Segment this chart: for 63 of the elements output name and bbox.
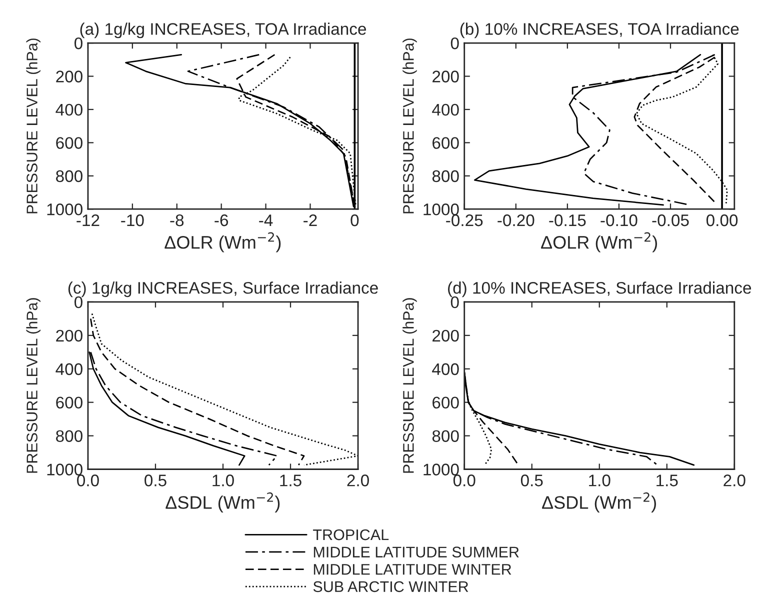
y-tick-label: 0	[450, 296, 459, 308]
y-tick-label: 400	[56, 104, 82, 116]
x-axis-title: ΔSDL (Wm$^{−2}$)	[166, 492, 280, 512]
y-tick-label: 0	[450, 37, 459, 50]
chart-title: (c) 1g/kg INCREASES, Surface Irradiance	[68, 282, 378, 298]
x-axis-title: ΔSDL (Wm$^{−2}$)	[542, 492, 656, 512]
y-tick-label: 400	[432, 363, 459, 376]
x-tick-label: 0.00	[706, 214, 738, 226]
y-tick-label: 400	[432, 104, 459, 116]
x-tick-label: 1.5	[280, 474, 302, 486]
y-tick-label: 600	[56, 396, 82, 409]
y-tick-label: 1000	[47, 464, 82, 476]
x-tick-label: -0.20	[498, 214, 534, 226]
x-tick-label: -0.25	[446, 214, 483, 226]
y-tick-label: 800	[432, 430, 459, 442]
x-tick-label: 0.5	[520, 474, 543, 486]
y-tick-label: 400	[56, 363, 82, 376]
x-tick-label: 2.0	[347, 474, 369, 486]
y-tick-label: 600	[56, 137, 82, 149]
y-tick-label: 600	[432, 137, 459, 149]
y-tick-label: 200	[432, 330, 459, 342]
chart-title: (d) 10% INCREASES, Surface Irradiance	[448, 282, 752, 298]
legend-label: MIDDLE LATITUDE SUMMER	[314, 546, 519, 558]
chart-title: (a) 1g/kg INCREASES, TOA Irradiance	[80, 22, 366, 38]
y-tick-label: 800	[56, 430, 82, 442]
x-tick-label: -12	[76, 214, 100, 226]
y-tick-label: 1000	[424, 204, 459, 216]
y-axis-title: PRESSURE LEVEL (hPa)	[402, 38, 417, 214]
x-tick-label: 2.0	[724, 474, 746, 486]
x-tick-label: 1.5	[656, 474, 678, 486]
x-tick-label: -0.10	[600, 214, 638, 226]
y-axis-title: PRESSURE LEVEL (hPa)	[26, 38, 40, 214]
y-tick-label: 200	[56, 70, 82, 82]
legend-label: TROPICAL	[313, 529, 389, 540]
x-tick-label: 1.0	[212, 474, 234, 486]
x-tick-label: 0.0	[453, 474, 476, 486]
y-tick-label: 1000	[424, 464, 459, 476]
y-tick-label: 200	[56, 330, 82, 342]
y-tick-label: 0	[74, 37, 82, 50]
y-tick-label: 200	[432, 70, 459, 82]
x-tick-label: -6	[214, 214, 228, 226]
chart-title: (b) 10% INCREASES, TOA Irradiance	[460, 22, 739, 38]
legend-label: MIDDLE LATITUDE WINTER	[314, 564, 512, 575]
x-tick-label: -10	[121, 214, 144, 226]
x-tick-label: 1.0	[589, 474, 610, 486]
y-tick-label: 800	[56, 170, 82, 182]
x-tick-label: 0.5	[144, 474, 166, 486]
y-axis-title: PRESSURE LEVEL (hPa)	[402, 298, 417, 473]
y-axis-title: PRESSURE LEVEL (hPa)	[26, 298, 40, 473]
y-tick-label: 0	[74, 296, 82, 308]
legend-label: SUB ARCTIC WINTER	[313, 581, 468, 592]
x-tick-label: -0.15	[549, 214, 586, 226]
y-tick-label: 1000	[47, 204, 82, 216]
x-tick-label: -8	[170, 214, 184, 226]
y-tick-label: 800	[432, 170, 459, 182]
x-axis-title: ΔOLR (Wm$^{−2}$)	[541, 232, 658, 252]
x-axis-title: ΔOLR (Wm$^{−2}$)	[164, 232, 281, 252]
x-tick-label: -2	[304, 214, 317, 226]
x-tick-label: 0.0	[77, 474, 99, 486]
y-tick-label: 600	[432, 396, 459, 409]
x-tick-label: 0	[350, 214, 359, 226]
x-tick-label: -0.05	[652, 214, 689, 226]
x-tick-label: -4	[259, 214, 273, 226]
